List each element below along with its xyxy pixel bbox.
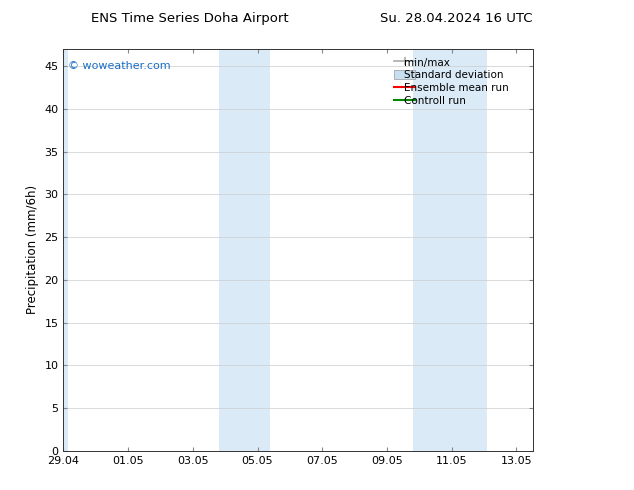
Bar — [61, 49, 68, 451]
Bar — [219, 49, 271, 451]
Text: Su. 28.04.2024 16 UTC: Su. 28.04.2024 16 UTC — [380, 12, 533, 25]
Y-axis label: Precipitation (mm/6h): Precipitation (mm/6h) — [26, 185, 39, 315]
Text: © woweather.com: © woweather.com — [68, 61, 171, 71]
Bar — [413, 49, 488, 451]
Text: ENS Time Series Doha Airport: ENS Time Series Doha Airport — [91, 12, 289, 25]
Legend: min/max, Standard deviation, Ensemble mean run, Controll run: min/max, Standard deviation, Ensemble me… — [391, 54, 527, 109]
